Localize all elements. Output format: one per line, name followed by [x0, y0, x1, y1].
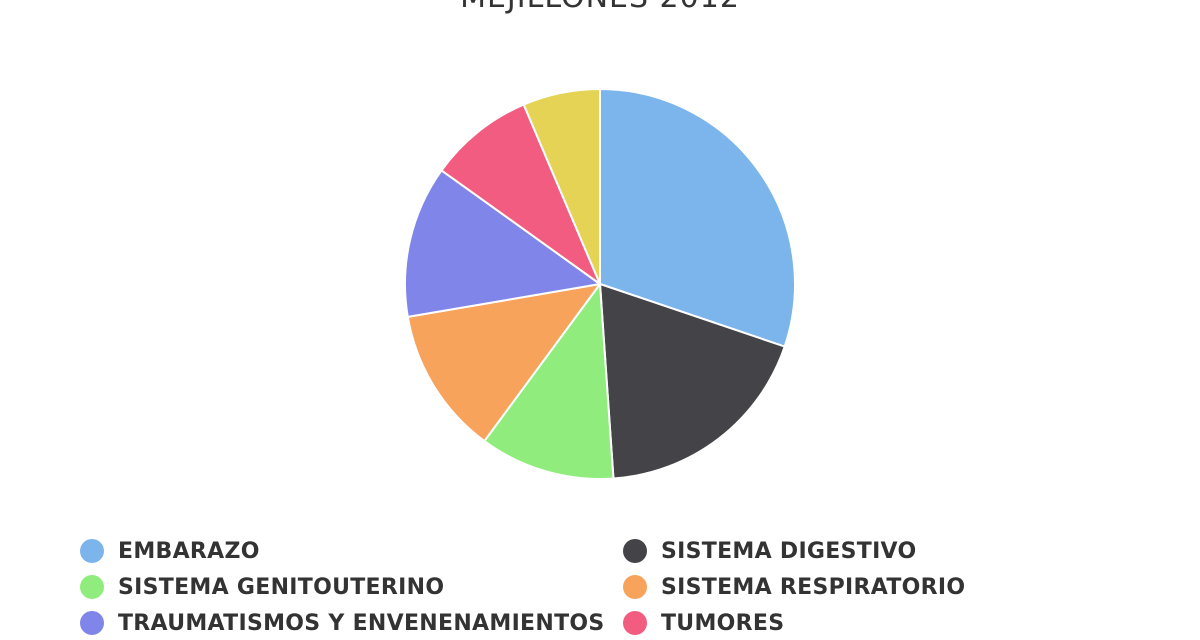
pie-chart: [404, 88, 796, 480]
legend-marker-icon: [80, 611, 104, 635]
legend-label: TRAUMATISMOS Y ENVENENAMIENTOS: [118, 610, 605, 636]
legend-item-tumores[interactable]: TUMORES: [623, 608, 784, 638]
legend-item-sistema-genitouterino[interactable]: SISTEMA GENITOUTERINO: [80, 572, 444, 602]
legend-marker-icon: [80, 575, 104, 599]
pie-slice-sistema-genitouterino[interactable]: [483, 283, 615, 480]
legend-label: TUMORES: [661, 610, 785, 636]
legend-label: EMBARAZO: [118, 538, 260, 564]
legend-item-traumatismos-y-envenenamientos[interactable]: TRAUMATISMOS Y ENVENENAMIENTOS: [80, 608, 605, 638]
legend-marker-icon: [623, 611, 647, 635]
chart-title: MEJILLONES 2012: [0, 0, 1200, 16]
pie-slice-traumatismos-y-envenenamientos[interactable]: [404, 169, 601, 318]
legend-label: SISTEMA DIGESTIVO: [661, 538, 917, 564]
legend-label: SISTEMA GENITOUTERINO: [118, 574, 445, 600]
legend-marker-icon: [80, 539, 104, 563]
pie-slice-embarazo[interactable]: [599, 88, 796, 348]
pie-slice-tumores[interactable]: [440, 103, 601, 285]
legend-marker-icon: [623, 575, 647, 599]
pie-slice-unlabeled-6[interactable]: [522, 88, 601, 285]
legend-item-sistema-respiratorio[interactable]: SISTEMA RESPIRATORIO: [623, 572, 965, 602]
legend-item-embarazo[interactable]: EMBARAZO: [80, 536, 260, 566]
pie-slice-sistema-digestivo[interactable]: [599, 283, 786, 480]
legend-marker-icon: [623, 539, 647, 563]
pie-slice-sistema-respiratorio[interactable]: [406, 283, 601, 443]
legend-item-sistema-digestivo[interactable]: SISTEMA DIGESTIVO: [623, 536, 917, 566]
legend-label: SISTEMA RESPIRATORIO: [661, 574, 966, 600]
